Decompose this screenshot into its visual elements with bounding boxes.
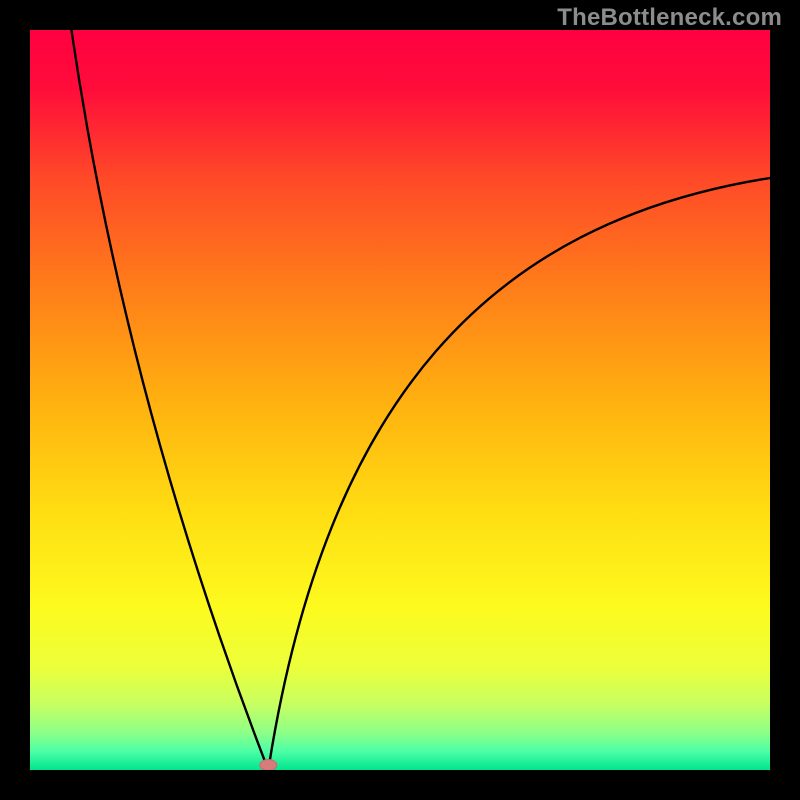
optimum-marker-layer xyxy=(30,30,770,770)
optimum-marker xyxy=(260,760,277,770)
chart-frame: TheBottleneck.com xyxy=(0,0,800,800)
plot-area xyxy=(30,30,770,770)
watermark-label: TheBottleneck.com xyxy=(557,4,782,32)
